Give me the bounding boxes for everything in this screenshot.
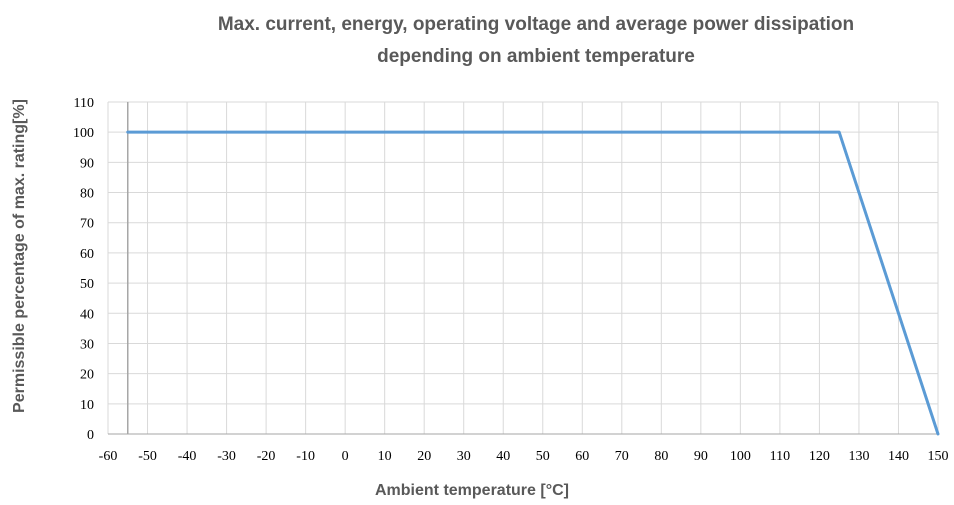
x-tick-labels: -60 -50 -40 -30 -20 -10 0 10 20 30 40 50 60 70 80 90 100… [99, 449, 949, 464]
x-tick-label: 30 [457, 449, 471, 464]
axes [108, 102, 938, 435]
x-tick-label: 130 [848, 449, 869, 464]
series-lines [126, 130, 940, 436]
x-tick-label: 110 [770, 449, 790, 464]
x-tick-label: 100 [730, 449, 751, 464]
x-tick-label: 60 [575, 449, 589, 464]
y-axis-title: Permissible percentage of max. rating[%] [11, 99, 28, 413]
x-tick-label: -30 [217, 449, 236, 464]
y-tick-label: 110 [74, 96, 94, 111]
x-tick-label: 90 [694, 449, 708, 464]
x-tick-label: 40 [496, 449, 510, 464]
y-tick-label: 20 [80, 368, 94, 383]
x-tick-label: 20 [417, 449, 431, 464]
x-tick-label: 140 [888, 449, 909, 464]
x-tick-label: 120 [809, 449, 830, 464]
chart-title-line-1: Max. current, energy, operating voltage … [218, 14, 854, 35]
x-tick-label: -20 [257, 449, 276, 464]
x-tick-label: 0 [342, 449, 349, 464]
y-tick-label: 80 [80, 187, 94, 202]
y-tick-label: 50 [80, 277, 94, 292]
y-tick-label: 100 [73, 126, 94, 141]
y-tick-label: 90 [80, 156, 94, 171]
y-tick-labels: 0 10 20 30 40 50 60 70 80 90 100 110 [73, 96, 94, 443]
y-tick-label: 70 [80, 217, 94, 232]
x-tick-label: 70 [615, 449, 629, 464]
x-tick-label: -50 [138, 449, 157, 464]
x-tick-label: -10 [296, 449, 315, 464]
grid-lines [107, 101, 939, 434]
y-tick-label: 60 [80, 247, 94, 262]
x-axis-title: Ambient temperature [°C] [375, 482, 569, 499]
x-tick-label: 80 [654, 449, 668, 464]
y-tick-label: 40 [80, 307, 94, 322]
x-tick-label: 50 [536, 449, 550, 464]
x-tick-label: 150 [928, 449, 949, 464]
x-tick-label: -40 [178, 449, 197, 464]
y-tick-label: 0 [87, 428, 94, 443]
series-line-0 [126, 130, 940, 436]
x-tick-label: -60 [99, 449, 118, 464]
x-tick-label: 10 [378, 449, 392, 464]
y-tick-label: 10 [80, 398, 94, 413]
y-tick-label: 30 [80, 337, 94, 352]
chart-title-line-2: depending on ambient temperature [377, 46, 695, 67]
